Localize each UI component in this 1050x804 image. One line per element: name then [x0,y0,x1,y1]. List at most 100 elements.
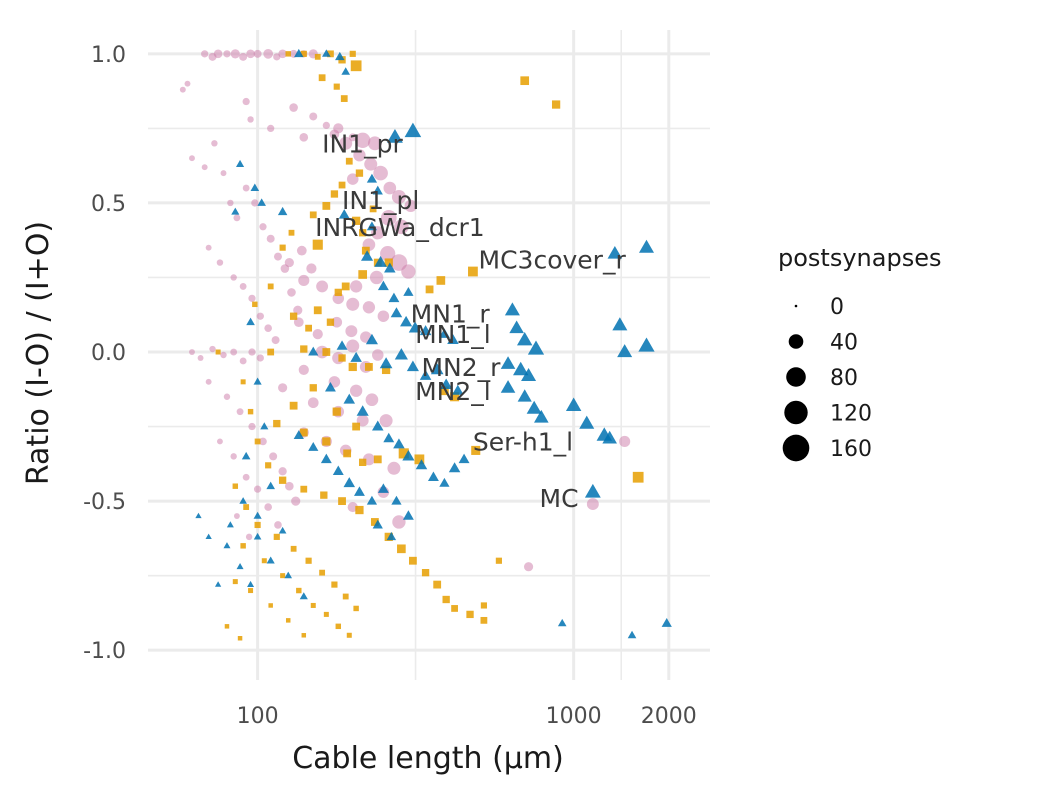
data-point [274,521,282,529]
data-point [289,401,298,410]
legend: postsynapses 0 40 80 120 160 [778,244,941,462]
data-point [343,393,356,404]
data-point [352,422,361,431]
legend-label: 160 [830,437,872,462]
data-point [388,292,400,303]
data-point [278,383,288,393]
data-point [419,325,432,336]
data-point [209,345,216,353]
data-point [401,264,416,279]
data-point [253,485,262,493]
data-point [346,339,360,353]
point-label: MC [540,484,579,513]
data-point [288,229,295,236]
point-label: MN2_r [421,353,501,382]
data-point [246,49,255,59]
x-axis-label: Cable length (µm) [292,741,564,776]
data-point [273,533,280,540]
data-point [250,183,260,191]
data-point [436,276,446,285]
data-point [216,259,224,266]
data-point [284,571,293,579]
data-point [527,340,545,355]
data-point [308,442,319,451]
x-tick-label: 2000 [641,704,697,729]
data-point [372,185,383,195]
data-point [343,449,352,458]
data-point [612,317,628,331]
x-tick-label: 100 [237,704,279,729]
data-point [227,199,234,207]
data-point [241,451,251,460]
data-point [264,503,272,511]
data-point [365,333,378,345]
data-point [430,363,444,375]
data-point [256,312,264,320]
data-point [236,563,244,570]
data-point [273,419,281,428]
data-point [266,234,275,243]
data-point [359,229,367,237]
point-label: MN1_r [411,299,491,328]
data-point [278,467,287,476]
data-point [323,611,329,617]
data-point [331,581,338,588]
data-point [248,422,256,431]
data-point [340,95,348,102]
point-label: IN1_pr [322,129,403,158]
data-point [366,495,378,505]
data-point [346,173,359,185]
legend-title: postsynapses [778,244,941,272]
data-point [293,430,304,440]
data-point [322,49,331,57]
data-point [348,362,357,372]
data-point [367,136,382,151]
data-point [251,199,259,207]
data-point [557,618,567,627]
data-point [301,633,307,638]
data-point [480,616,488,624]
data-point [366,173,378,183]
data-point [365,393,379,407]
y-tick-label: 1.0 [91,43,126,68]
data-point [517,389,532,402]
data-point [638,239,655,253]
data-point [324,382,336,392]
data-point [332,407,341,416]
data-point [373,455,382,464]
data-point [372,519,383,529]
data-point [247,408,254,415]
data-point [379,357,393,369]
data-point [314,53,321,60]
data-point [296,587,302,594]
data-point [205,533,212,540]
data-point [509,320,524,334]
data-point [338,497,346,506]
data-point [239,497,247,504]
point-label: MN2_l [415,377,491,406]
legend-label: 80 [830,366,858,391]
data-point [267,124,275,133]
data-point [565,397,582,411]
data-point [322,437,331,446]
data-point [235,159,245,167]
data-point [327,50,334,58]
data-point [254,438,261,445]
data-point [392,515,406,529]
y-tick-label: -0.5 [83,490,126,515]
data-point [355,132,371,148]
data-point [240,543,246,549]
data-point [319,569,326,576]
point-annotations: IN1_prIN1_plINRGWa_dcr1MC3cover_rMN1_rMN… [315,129,626,513]
data-point [239,357,247,365]
data-point [299,592,308,600]
data-point [345,325,358,338]
data-point [372,349,384,361]
data-point [397,544,406,554]
grid-major [148,30,710,680]
data-point [402,450,415,461]
data-point [380,246,396,262]
legend-key [786,367,806,387]
data-point [377,483,389,493]
data-point [256,354,264,362]
